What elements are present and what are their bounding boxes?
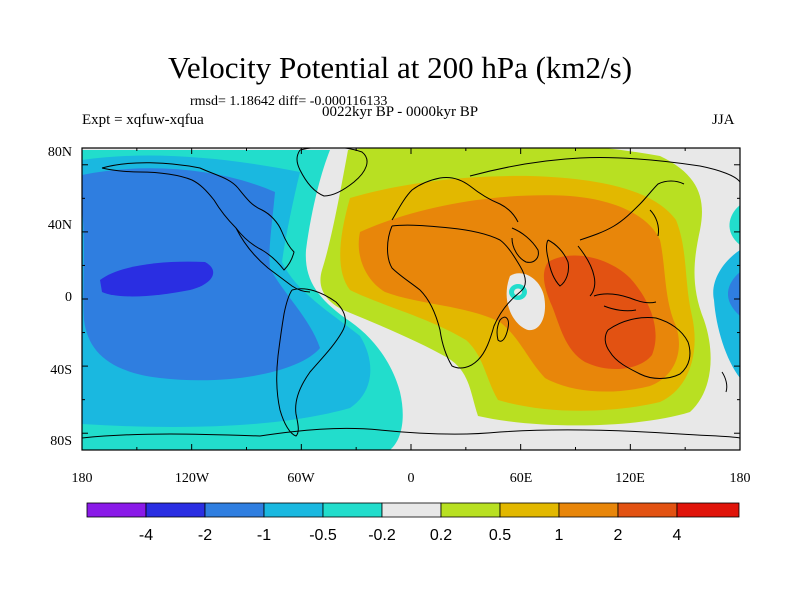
coast-europe	[391, 177, 519, 223]
coast-japan	[649, 209, 659, 237]
coast-madagascar	[496, 316, 509, 342]
colorbar-label: 2	[614, 527, 623, 544]
coast-arabia	[511, 227, 539, 263]
coastlines	[82, 148, 740, 439]
coast-australia	[604, 317, 691, 379]
colorbar-label: -1	[257, 527, 271, 544]
x-tick-label: 120E	[615, 471, 645, 486]
x-tick-label: 60E	[510, 471, 533, 486]
colorbar-box-2	[204, 502, 265, 518]
coast-southeast-asia	[577, 245, 596, 297]
colorbar-label: 0.5	[489, 527, 511, 544]
experiment-label: Expt = xqfuw-xqfua	[82, 112, 204, 128]
colorbar-box-9	[617, 502, 678, 518]
colorbar-box-6	[440, 502, 501, 518]
y-tick-label: 80N	[48, 145, 72, 160]
coast-north-america	[101, 162, 295, 271]
figure-title: Velocity Potential at 200 hPa (km2/s)	[167, 50, 633, 85]
contour-local-min-center	[514, 288, 522, 296]
y-tick-label: 0	[65, 290, 72, 305]
x-tick-label: 180	[72, 471, 93, 486]
colorbar-box-10	[676, 502, 740, 518]
colorbar-label: 0.2	[430, 527, 452, 544]
colorbar-box-0	[86, 502, 147, 518]
x-axis-labels: 180 120W 60W 0 60E 120E 180	[72, 471, 751, 486]
coast-south-america	[276, 288, 346, 437]
coast-east-asia	[579, 180, 685, 241]
y-tick-label: 40N	[48, 218, 72, 233]
colorbar-box-7	[499, 502, 560, 518]
colorbar-box-4	[322, 502, 383, 518]
contour-east-edge-neg-1	[727, 272, 740, 316]
axis-ticks	[81, 148, 741, 450]
stats-line: rmsd= 1.18642 diff= -0.000116133	[190, 94, 388, 109]
colorbar: -4 -2 -1 -0.5 -0.2 0.2 0.5 1 2 4	[86, 502, 740, 544]
contour-field	[82, 148, 740, 450]
coast-greenland	[296, 148, 368, 197]
colorbar-box-3	[263, 502, 324, 518]
colorbar-box-8	[558, 502, 619, 518]
x-tick-label: 120W	[175, 471, 210, 486]
contour-neg-2	[100, 261, 214, 297]
colorbar-label: -0.2	[368, 527, 396, 544]
colorbar-label: -0.5	[309, 527, 337, 544]
colorbar-box-5	[381, 502, 442, 518]
colorbar-label: -4	[139, 527, 153, 544]
colorbar-label: 4	[673, 527, 682, 544]
coast-central-america	[235, 227, 311, 293]
coast-asia-north	[469, 156, 740, 183]
colorbar-label: -2	[198, 527, 212, 544]
colorbar-label: 1	[555, 527, 564, 544]
coast-africa	[387, 224, 526, 369]
x-tick-label: 180	[730, 471, 751, 486]
coast-antarctica	[82, 427, 740, 439]
y-tick-label: 40S	[50, 363, 72, 378]
y-axis-labels: 80N 40N 0 40S 80S	[48, 145, 72, 449]
coast-indonesia	[593, 293, 657, 312]
contour-pos-2	[543, 255, 656, 370]
coast-india	[546, 239, 569, 287]
y-tick-label: 80S	[50, 434, 72, 449]
colorbar-box-1	[145, 502, 206, 518]
x-tick-label: 60W	[287, 471, 315, 486]
coast-new-zealand	[721, 371, 728, 393]
period-label: 0022kyr BP - 0000kyr BP	[322, 104, 479, 120]
x-tick-label: 0	[408, 471, 415, 486]
season-label: JJA	[712, 112, 735, 128]
contour-east-edge-neg-north	[729, 205, 740, 245]
